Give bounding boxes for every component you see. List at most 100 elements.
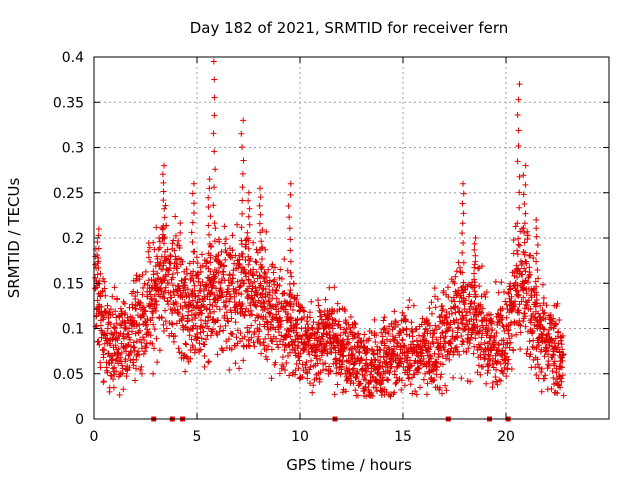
data-point xyxy=(537,313,544,320)
data-point xyxy=(547,312,554,319)
data-point xyxy=(526,271,533,278)
data-point xyxy=(108,372,115,379)
data-point xyxy=(522,162,529,169)
data-point xyxy=(524,228,531,235)
data-point xyxy=(222,304,229,311)
data-point xyxy=(502,298,509,305)
data-point xyxy=(291,371,298,378)
data-point xyxy=(107,306,114,313)
data-point xyxy=(245,253,252,260)
data-point xyxy=(477,354,484,361)
data-point xyxy=(350,380,357,387)
data-point xyxy=(515,235,522,242)
data-point xyxy=(159,274,166,281)
data-point xyxy=(222,236,229,243)
data-point xyxy=(351,343,358,350)
grid-lines xyxy=(94,57,609,419)
data-point xyxy=(490,343,497,350)
data-point xyxy=(454,348,461,355)
data-point xyxy=(450,317,457,324)
x-tick-label: 0 xyxy=(90,429,99,445)
data-point xyxy=(98,334,105,341)
data-point xyxy=(257,300,264,307)
data-point xyxy=(463,317,470,324)
data-point xyxy=(137,300,144,307)
data-point xyxy=(250,266,257,273)
data-point xyxy=(474,369,481,376)
data-point xyxy=(379,333,386,340)
data-point xyxy=(225,336,232,343)
data-point xyxy=(100,351,107,358)
data-point xyxy=(160,260,167,267)
data-point xyxy=(432,293,439,300)
data-point xyxy=(433,358,440,365)
data-point xyxy=(138,370,145,377)
data-point xyxy=(264,356,271,363)
data-point xyxy=(234,278,241,285)
data-point xyxy=(548,385,555,392)
data-point xyxy=(530,254,537,261)
data-point xyxy=(240,357,247,364)
data-point xyxy=(543,302,550,309)
data-point xyxy=(238,237,245,244)
data-point xyxy=(145,277,152,284)
data-point xyxy=(339,358,346,365)
data-point xyxy=(552,320,559,327)
data-point xyxy=(239,277,246,284)
data-point xyxy=(128,349,135,356)
data-point xyxy=(266,277,273,284)
data-point xyxy=(192,346,199,353)
data-point xyxy=(460,240,467,247)
data-point xyxy=(533,225,540,232)
data-point xyxy=(309,326,316,333)
data-point xyxy=(538,369,545,376)
data-point xyxy=(438,371,445,378)
data-point xyxy=(155,261,162,268)
data-point xyxy=(533,216,540,223)
data-point xyxy=(516,173,523,180)
data-point xyxy=(442,382,449,389)
data-point xyxy=(394,321,401,328)
data-point xyxy=(250,272,257,279)
data-point xyxy=(126,364,133,371)
data-point xyxy=(229,247,236,254)
data-point xyxy=(206,240,213,247)
data-point xyxy=(545,362,552,369)
data-point xyxy=(388,363,395,370)
data-point xyxy=(160,321,167,328)
data-point xyxy=(392,334,399,341)
data-point xyxy=(137,314,144,321)
data-point xyxy=(151,293,158,300)
data-point xyxy=(215,252,222,259)
data-point xyxy=(175,237,182,244)
data-point xyxy=(133,365,140,372)
data-point xyxy=(448,345,455,352)
data-point xyxy=(228,279,235,286)
data-point xyxy=(122,320,129,327)
data-point xyxy=(329,325,336,332)
data-point xyxy=(471,322,478,329)
data-point xyxy=(236,365,243,372)
data-point xyxy=(511,318,518,325)
data-point xyxy=(172,213,179,220)
data-point xyxy=(337,371,344,378)
data-point xyxy=(550,374,557,381)
data-point xyxy=(454,329,461,336)
data-point xyxy=(176,285,183,292)
data-point xyxy=(300,307,307,314)
data-point xyxy=(256,220,263,227)
data-point xyxy=(534,317,541,324)
data-point xyxy=(219,346,226,353)
data-point xyxy=(409,329,416,336)
data-point xyxy=(326,328,333,335)
y-tick-label: 0.3 xyxy=(62,141,84,157)
data-point xyxy=(107,342,114,349)
data-point xyxy=(286,349,293,356)
data-point xyxy=(323,366,330,373)
data-point xyxy=(505,356,512,363)
data-point xyxy=(460,190,467,197)
data-point xyxy=(459,320,466,327)
data-point xyxy=(162,202,169,209)
data-point xyxy=(505,290,512,297)
data-point xyxy=(508,332,515,339)
